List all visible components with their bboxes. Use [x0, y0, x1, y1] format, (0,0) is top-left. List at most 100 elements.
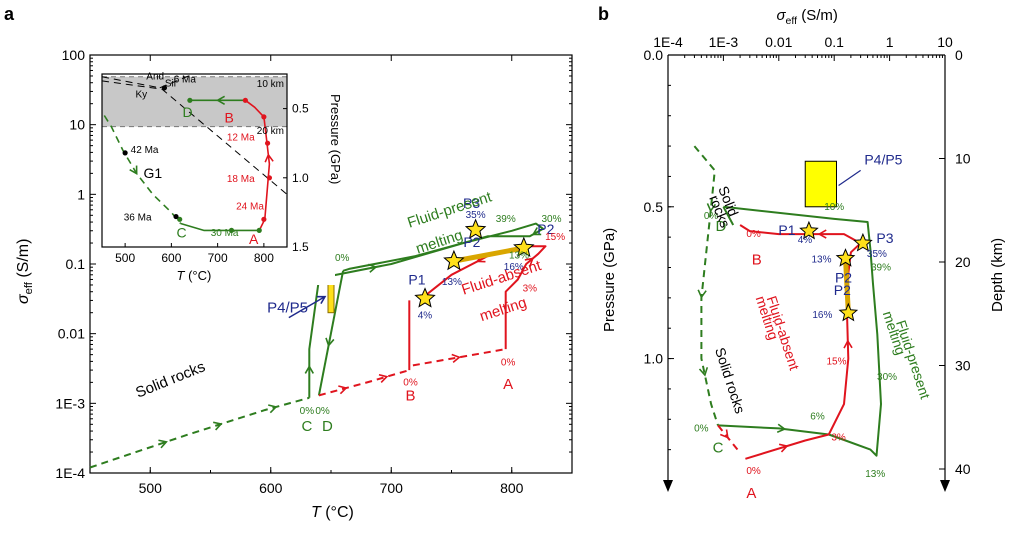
inset-y-axis-label: Pressure (GPa) — [328, 94, 343, 184]
b-series-6-arrow-1 — [817, 229, 827, 239]
star-pct-a-1: 13% — [442, 277, 462, 288]
text-b-7: P4/P5 — [864, 151, 902, 167]
b-series-0-arrow-0 — [706, 203, 717, 213]
point-letter-a-2: B — [406, 387, 416, 404]
y2-axis-label-b: Depth (km) — [989, 238, 1006, 312]
star-pct-a-2: 16% — [504, 262, 524, 273]
star-b-2 — [838, 302, 859, 322]
inset-series-4 — [101, 80, 288, 195]
inset-dot-8 — [228, 227, 235, 233]
a-series-6-arrow-0 — [451, 353, 461, 364]
a-series-0-arrow-0 — [158, 439, 168, 449]
x-tick-label-b-0: 1E-4 — [653, 34, 683, 50]
y-tick-label-a-6: 100 — [62, 47, 86, 63]
pct-label-b-9: 3% — [831, 433, 846, 444]
p4p5-pointer-b — [838, 169, 861, 187]
x-tick-label-b-1: 1E-3 — [709, 34, 739, 50]
a-series-7-arrow-0 — [524, 257, 534, 267]
pct-label-a-5: 30% — [542, 214, 562, 225]
point-letter-b-1: B — [752, 251, 762, 268]
x-axis-label-a: T (°C) — [311, 504, 354, 521]
b-series-6-arrow-0 — [843, 339, 853, 349]
b-series-2 — [723, 205, 882, 457]
a-series-4 — [318, 369, 410, 397]
inset-dot-7 — [256, 227, 262, 233]
y-tick-label-b-0: 0.0 — [644, 47, 664, 63]
star-a-3 — [464, 218, 487, 239]
x-tick-label-a-1: 600 — [259, 480, 283, 496]
pct-label-a-1: 0% — [315, 406, 330, 417]
star-label-a-1: P2 — [463, 234, 480, 250]
y-tick-label-a-2: 0.01 — [58, 326, 85, 342]
inset-dot-5 — [266, 175, 273, 181]
inset-field-label: G1 — [144, 165, 163, 181]
star-label-b-0: P1 — [778, 222, 795, 238]
inset-mineral-0: And — [146, 72, 164, 83]
a-series-3-arrow-0 — [325, 337, 335, 348]
inset-series-0-arrow-0 — [129, 165, 138, 176]
inset-mineral-2: Ky — [135, 90, 147, 101]
inset-dot-11 — [122, 150, 128, 156]
x-tick-label-a-2: 700 — [380, 480, 404, 496]
chart-a: 500 600 700 800 1E-4 1E-3 0.01 0.1 1 10 100 T (°C) σ… — [15, 47, 573, 521]
inset-series-1 — [180, 222, 260, 232]
panel-a-label: a — [4, 4, 15, 24]
inset-age-3: 24 Ma — [236, 202, 264, 213]
pct-label-a-9: 3% — [523, 284, 538, 295]
star-pct-a-0: 4% — [418, 310, 433, 321]
inset-letter-2: C — [176, 224, 186, 240]
a-series-4-arrow-0 — [338, 385, 348, 395]
x-tick-label-b-4: 1 — [886, 34, 894, 50]
a-series-0-arrow-2 — [268, 404, 278, 414]
inset-dot-4 — [264, 140, 271, 146]
a-series-6 — [412, 348, 506, 367]
y-axis-label-b: Pressure (GPa) — [601, 228, 618, 332]
b-series-6 — [739, 224, 862, 435]
point-letter-b-0: D — [715, 218, 726, 235]
inset-series-3-arrow-0 — [216, 95, 226, 105]
pct-label-a-10: 15% — [545, 232, 565, 243]
star-label-b-3: P3 — [876, 230, 893, 246]
pct-label-b-10: 0% — [746, 466, 761, 477]
y-tick-label-a-5: 10 — [69, 117, 85, 133]
inset-dot-1 — [187, 97, 193, 103]
p4p5-box-b — [804, 160, 837, 208]
y-tick-label-b-2: 1.0 — [644, 351, 664, 367]
inset-y-tick-label-2: 1.5 — [292, 240, 309, 254]
inset-mineral-1: Sil — [165, 78, 176, 89]
b-series-5 — [745, 433, 830, 460]
star-b-3 — [853, 232, 873, 252]
inset-series-6 — [101, 76, 160, 89]
b-series-4-arrow-0 — [719, 429, 729, 439]
a-series-1-arrow-0 — [304, 364, 315, 374]
y-tick-label-a-4: 1 — [77, 186, 85, 202]
star-b-1 — [835, 248, 856, 267]
star-a-1 — [443, 249, 465, 271]
pct-label-a-6: 13% — [509, 250, 529, 261]
a-series-2-arrow-0 — [368, 263, 378, 273]
inset-age-1: 12 Ma — [227, 132, 255, 143]
text-a-4: melting — [478, 294, 529, 325]
inset-letter-1: B — [225, 109, 234, 125]
inset-dot-0 — [161, 85, 168, 91]
star-pct-b-0: 4% — [798, 235, 813, 246]
x-tick-label-b-2: 0.01 — [765, 34, 792, 50]
point-letter-b-3: A — [746, 485, 756, 502]
chart-a-inset: 500 600 700 800 0.5 1.0 1.5 T (°C) Pressure (GPa… — [100, 72, 343, 285]
y2-tick-label-b-4: 40 — [955, 461, 971, 477]
star-label-a-0: P1 — [408, 271, 425, 287]
pct-label-b-0: 0% — [704, 211, 719, 222]
p4p5-pointer-a — [288, 295, 326, 319]
b-series-5-arrow-0 — [778, 443, 789, 453]
x-tick-label-b-3: 0.1 — [824, 34, 844, 50]
inset-age-5: 36 Ma — [124, 213, 152, 224]
inset-x-tick-label-0: 500 — [115, 251, 135, 265]
inset-x-tick-label-2: 700 — [208, 251, 228, 265]
inset-x-tick-label-3: 800 — [254, 251, 274, 265]
inset-letter-3: A — [249, 231, 259, 247]
inset-y-tick-label-1: 1.0 — [292, 171, 309, 185]
inset-age-0: 6 Ma — [174, 74, 197, 85]
pct-label-b-2: 39% — [871, 263, 891, 274]
y-tick-label-a-1: 1E-3 — [55, 395, 85, 411]
a-series-2-arrow-1 — [531, 227, 542, 236]
